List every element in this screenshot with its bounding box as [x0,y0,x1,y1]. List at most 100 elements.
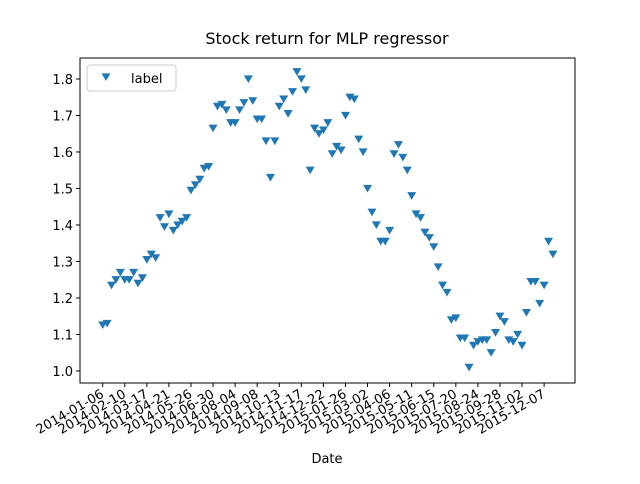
point [288,88,298,96]
point [336,146,346,155]
point [217,100,227,109]
point [548,250,558,259]
point [451,314,461,323]
point [367,208,377,217]
point [274,102,284,111]
point [371,221,381,230]
point [544,237,554,246]
point [411,210,421,219]
point [513,330,523,339]
legend-marker [101,73,111,82]
point [385,226,395,235]
point [416,214,426,222]
point [107,281,117,290]
point [420,228,430,237]
point [468,341,478,350]
point [248,97,258,105]
point [142,256,152,264]
y-tick-label: 1.7 [52,109,73,124]
point [442,288,452,297]
y-tick-label: 1.3 [52,255,73,270]
point [389,150,399,158]
point [186,186,196,195]
y-tick-label: 1.8 [52,73,73,88]
point [464,363,474,372]
point [521,308,531,317]
point [402,166,412,175]
chart-title: Stock return for MLP regressor [205,29,449,48]
point [429,243,439,251]
point [305,166,315,175]
point [204,162,214,171]
point [182,214,192,222]
point [261,137,271,146]
point [310,124,320,133]
point [495,312,505,321]
point [460,334,470,343]
point [301,86,311,94]
y-tick-label: 1.6 [52,146,73,161]
y-tick-label: 1.5 [52,182,73,197]
point [318,126,328,135]
point [151,254,161,262]
point [190,181,200,189]
y-tick-label: 1.0 [52,365,73,380]
point [164,210,174,219]
y-tick-label: 1.1 [52,328,73,343]
point [499,318,509,326]
point [407,192,417,200]
y-tick-label: 1.4 [52,219,73,234]
legend-box [86,64,177,92]
point [177,217,187,226]
point [208,124,218,133]
legend-label: label [131,72,162,87]
point [137,274,147,282]
point [133,279,143,288]
point [340,111,350,120]
point [296,75,306,84]
point [173,221,183,230]
point [129,268,139,277]
point [535,299,545,308]
plot-area [79,57,576,384]
point [292,68,302,76]
point [146,250,156,259]
point [380,237,390,246]
point [508,338,518,346]
point [517,341,527,350]
point [283,110,293,118]
point [438,281,448,290]
point [239,99,249,107]
point [195,175,205,184]
y-tick-label: 1.2 [52,292,73,307]
point [424,234,434,242]
point [433,263,443,271]
point [314,130,324,138]
point [332,142,342,151]
point [539,281,549,290]
point [221,106,231,115]
point [491,329,501,337]
point [323,119,333,127]
point [482,336,492,344]
point [243,75,253,84]
x-axis-label: Date [311,452,342,467]
point [327,150,337,158]
point [358,148,368,157]
point [398,153,408,162]
point [168,226,178,235]
point [363,184,373,193]
point [486,349,496,357]
point [279,95,289,104]
point [159,223,169,231]
point [270,137,280,146]
point [349,95,359,104]
point [230,119,240,127]
point [265,173,275,182]
point [530,277,540,286]
point [115,268,125,277]
point [354,135,364,144]
point [257,115,267,124]
point [155,214,165,222]
